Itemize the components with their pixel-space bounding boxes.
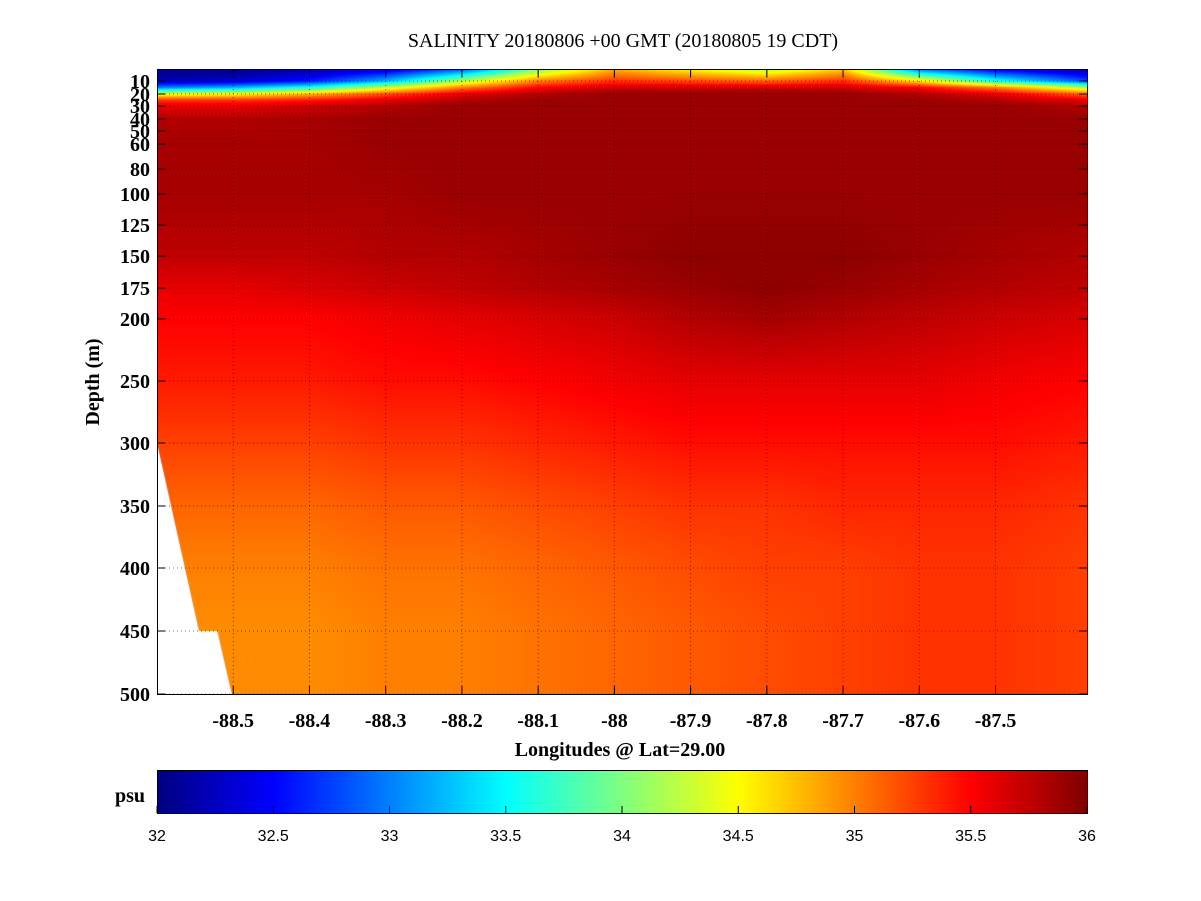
colorbar-tick-label: 32.5 <box>258 828 289 845</box>
axes: -88.5 -88.4 -88.3 -88.2 -88.1 -88 -87.9 -87.8 -8… <box>120 69 1088 732</box>
y-axis-label: Depth (m) <box>82 338 104 425</box>
x-tick-label: -87.8 <box>746 710 788 732</box>
colorbar-tick-label: 33 <box>381 828 399 845</box>
colorbar-tick-label: 34 <box>613 828 631 845</box>
x-tick-label: -88.1 <box>517 710 559 732</box>
colorbar-tick-label: 35.5 <box>955 828 986 845</box>
x-tick-label: -88.2 <box>441 710 483 732</box>
chart-title: SALINITY 20180806 +00 GMT (20180805 19 C… <box>408 30 838 52</box>
y-tick-label: 40 <box>130 109 150 131</box>
x-tick-label: -87.7 <box>822 710 864 732</box>
y-tick-label: 250 <box>120 371 150 393</box>
y-tick-label: 300 <box>120 433 150 455</box>
colorbar: psu 32 32.5 33 33.5 34 34.5 35 35.5 36 <box>115 770 1096 845</box>
y-tick-label: 150 <box>120 246 150 268</box>
y-tick-label: 100 <box>120 184 150 206</box>
colorbar-tick-label: 32 <box>148 828 166 845</box>
y-tick-label: 80 <box>130 159 150 181</box>
x-tick-label: -87.6 <box>898 710 940 732</box>
colorbar-tick-label: 33.5 <box>490 828 521 845</box>
colorbar-gradient <box>157 770 1087 813</box>
y-tick-label: 450 <box>120 621 150 643</box>
x-tick-label: -87.5 <box>975 710 1017 732</box>
y-tick-label: 350 <box>120 496 150 518</box>
grid-lines <box>157 69 1087 695</box>
y-tick-label: 400 <box>120 558 150 580</box>
colorbar-frame <box>157 770 1088 814</box>
colorbar-ticks: 32 32.5 33 33.5 34 34.5 35 35.5 36 <box>148 806 1096 845</box>
x-tick-label: -87.9 <box>670 710 712 732</box>
colorbar-tick-label: 34.5 <box>723 828 754 845</box>
x-tick-label: -88.3 <box>365 710 407 732</box>
y-tick-label: 10 <box>130 71 150 93</box>
colorbar-tick-label: 35 <box>846 828 864 845</box>
y-tick-label: 60 <box>130 134 150 156</box>
x-axis-label: Longitudes @ Lat=29.00 <box>515 739 726 761</box>
y-tick-label: 125 <box>120 215 150 237</box>
y-tick-label: 20 <box>130 84 150 106</box>
x-tick-label: -88.5 <box>212 710 254 732</box>
x-tick-label: -88.4 <box>289 710 331 732</box>
y-tick-label: 50 <box>130 121 150 143</box>
colorbar-tick-label: 36 <box>1078 828 1096 845</box>
x-tick-label: -88 <box>601 710 628 732</box>
colorbar-unit-label: psu <box>115 785 145 807</box>
y-tick-label: 30 <box>130 96 150 118</box>
plot-frame <box>157 69 1088 695</box>
y-tick-label: 175 <box>120 278 150 300</box>
y-tick-label: 200 <box>120 309 150 331</box>
y-tick-label: 500 <box>120 684 150 706</box>
